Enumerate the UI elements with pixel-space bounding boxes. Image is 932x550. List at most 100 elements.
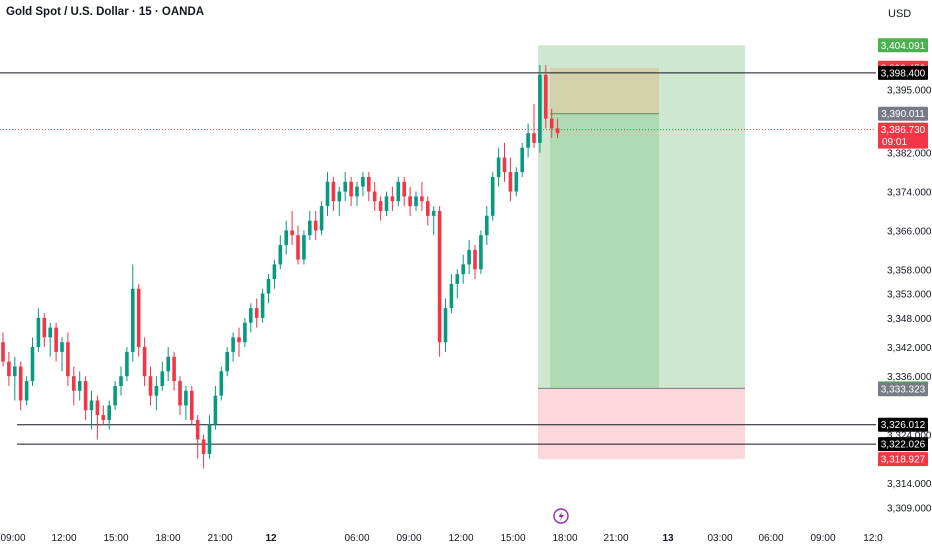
candle-body	[331, 181, 336, 202]
candle	[131, 264, 135, 362]
candle-body	[131, 288, 135, 352]
candle	[508, 157, 513, 202]
candle-body	[249, 308, 253, 323]
candle	[160, 361, 165, 391]
candle-body	[77, 381, 82, 391]
candle-body	[473, 249, 477, 270]
y-tick-label: 3,324.000	[887, 431, 932, 442]
candle	[555, 118, 560, 139]
candle	[219, 366, 224, 401]
candle	[431, 206, 436, 236]
candle	[119, 366, 123, 396]
candle-body	[154, 385, 159, 396]
y-tick-label: 3,382.000	[887, 149, 932, 160]
y-tick-label: 3,336.000	[887, 372, 932, 383]
candle	[331, 176, 336, 211]
candle	[302, 230, 306, 265]
chart-title: Gold Spot / U.S. Dollar · 15 · OANDA	[6, 6, 205, 18]
candle-body	[367, 176, 371, 192]
candle	[101, 405, 106, 425]
x-tick-label: 03:00	[707, 533, 732, 544]
candle	[237, 327, 241, 357]
candle-body	[172, 356, 176, 382]
candle-body	[160, 371, 165, 386]
candle-body	[308, 220, 312, 236]
candle-body	[402, 181, 406, 197]
y-tick-label: 3,395.000	[887, 85, 932, 96]
candle	[337, 186, 342, 216]
candle-body	[461, 264, 465, 275]
candle-body	[260, 293, 265, 318]
candle	[1, 332, 5, 367]
candle	[136, 283, 141, 357]
candle-body	[408, 196, 412, 207]
candle-body	[119, 376, 123, 386]
candle	[107, 400, 111, 430]
candle	[30, 337, 35, 386]
candle	[496, 147, 501, 187]
candle	[266, 274, 271, 304]
candle	[272, 259, 277, 289]
x-tick-label: 15:00	[103, 533, 128, 544]
candle-body	[378, 201, 383, 211]
candle	[361, 172, 365, 197]
candle	[514, 167, 519, 197]
candle	[42, 313, 47, 348]
price-label: 3,318.927	[881, 455, 926, 466]
candle	[249, 303, 253, 333]
candle-body	[266, 279, 271, 294]
candle-body	[219, 371, 224, 396]
candle-body	[355, 186, 359, 197]
candle-body	[490, 176, 495, 216]
candle-body	[538, 74, 542, 143]
candle-body	[1, 342, 5, 362]
candle-body	[296, 235, 300, 260]
candle-body	[467, 249, 471, 265]
x-tick-label: 12:0	[863, 533, 883, 544]
candle-body	[544, 74, 548, 119]
lightning-icon[interactable]	[553, 508, 569, 524]
candle-body	[83, 381, 88, 411]
price-label-box	[878, 417, 928, 432]
candle	[443, 298, 448, 352]
price-label: 3,390.011	[881, 109, 925, 120]
candle	[231, 332, 235, 362]
candle	[60, 337, 64, 372]
candle-body	[195, 419, 200, 440]
candle-body	[290, 230, 294, 236]
candle-body	[7, 361, 11, 377]
candle	[372, 181, 377, 211]
candle-body	[72, 376, 76, 391]
candle-body	[479, 235, 483, 270]
candle	[225, 347, 229, 377]
x-tick-label: 09:00	[396, 533, 421, 544]
candle	[278, 235, 283, 270]
x-tick-label: 12:00	[51, 533, 76, 544]
candle	[520, 142, 524, 177]
candle-body	[485, 215, 489, 236]
price-label-box	[878, 452, 928, 467]
price-label: 3,326.012	[881, 420, 926, 431]
candle	[420, 181, 424, 211]
candle-body	[254, 308, 259, 318]
currency-label[interactable]: USD	[888, 8, 912, 20]
candle-body	[166, 356, 170, 372]
candle	[467, 240, 471, 275]
candle-body	[24, 381, 29, 401]
y-tick-label: 3,348.000	[887, 314, 932, 325]
candle	[349, 176, 353, 207]
candle	[77, 371, 82, 401]
price-label: 3,398.400	[881, 68, 926, 79]
candle-body	[213, 395, 218, 425]
candle-body	[18, 366, 23, 401]
candle	[113, 381, 117, 411]
candle	[325, 172, 330, 216]
x-tick-label: 18:00	[552, 533, 577, 544]
candle-body	[284, 230, 288, 245]
candle	[184, 385, 188, 420]
candle-body	[36, 317, 41, 348]
price-label-box	[878, 38, 928, 53]
candle-body	[319, 206, 324, 231]
x-tick-label: 09:00	[0, 533, 25, 544]
